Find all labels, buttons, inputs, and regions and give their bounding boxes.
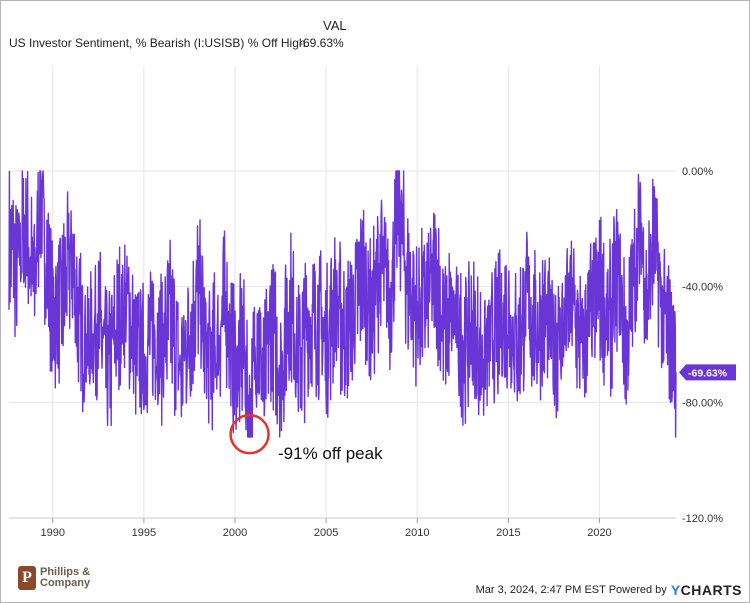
x-axis: 1990 1995 2000 2005 2010 2015 2020: [9, 517, 676, 539]
legend-series-value: -69.63%: [299, 36, 344, 50]
x-tick-label: 2015: [496, 527, 520, 539]
x-tick-label: 2000: [223, 527, 247, 539]
x-tick-label: 2005: [314, 527, 338, 539]
last-value-badge: [679, 364, 736, 381]
x-tick-label: 1995: [132, 527, 156, 539]
y-axis: 0.00% -40.00% -80.00% -120.0% -69.63%: [679, 166, 736, 525]
legend-column-header: VAL: [323, 18, 347, 33]
logo-text-line2: Company: [40, 577, 91, 589]
phillips-logo-icon: P: [18, 566, 36, 590]
ycharts-logo[interactable]: YCHARTS: [671, 582, 742, 598]
series-line: [8, 170, 677, 438]
ycharts-logo-y: Y: [670, 582, 681, 598]
y-tick-label: -40.00%: [682, 282, 723, 294]
annotation-text: -91% off peak: [278, 444, 383, 463]
last-value-label: -69.63%: [688, 367, 728, 379]
annotation-layer: -91% off peak: [229, 413, 383, 463]
series-layer: [8, 170, 677, 438]
phillips-company-logo: P Phillips & Company: [18, 566, 90, 590]
ycharts-logo-rest: CHARTS: [680, 582, 742, 598]
y-tick-label: -120.0%: [682, 513, 723, 525]
footer-timestamp: Mar 3, 2024, 2:47 PM EST Powered by: [475, 584, 667, 596]
annotation-circle: [229, 413, 270, 455]
x-tick-label: 1990: [40, 527, 64, 539]
footer-credit: Mar 3, 2024, 2:47 PM EST Powered by YCHA…: [476, 582, 742, 598]
y-tick-label: 0.00%: [682, 166, 713, 178]
x-tick-label: 2020: [587, 527, 611, 539]
x-tick-label: 2010: [405, 527, 429, 539]
legend-series-name[interactable]: US Investor Sentiment, % Bearish (I:USIS…: [9, 36, 306, 50]
y-tick-label: -80.00%: [682, 397, 723, 409]
logo-text-line1: Phillips &: [40, 566, 91, 578]
